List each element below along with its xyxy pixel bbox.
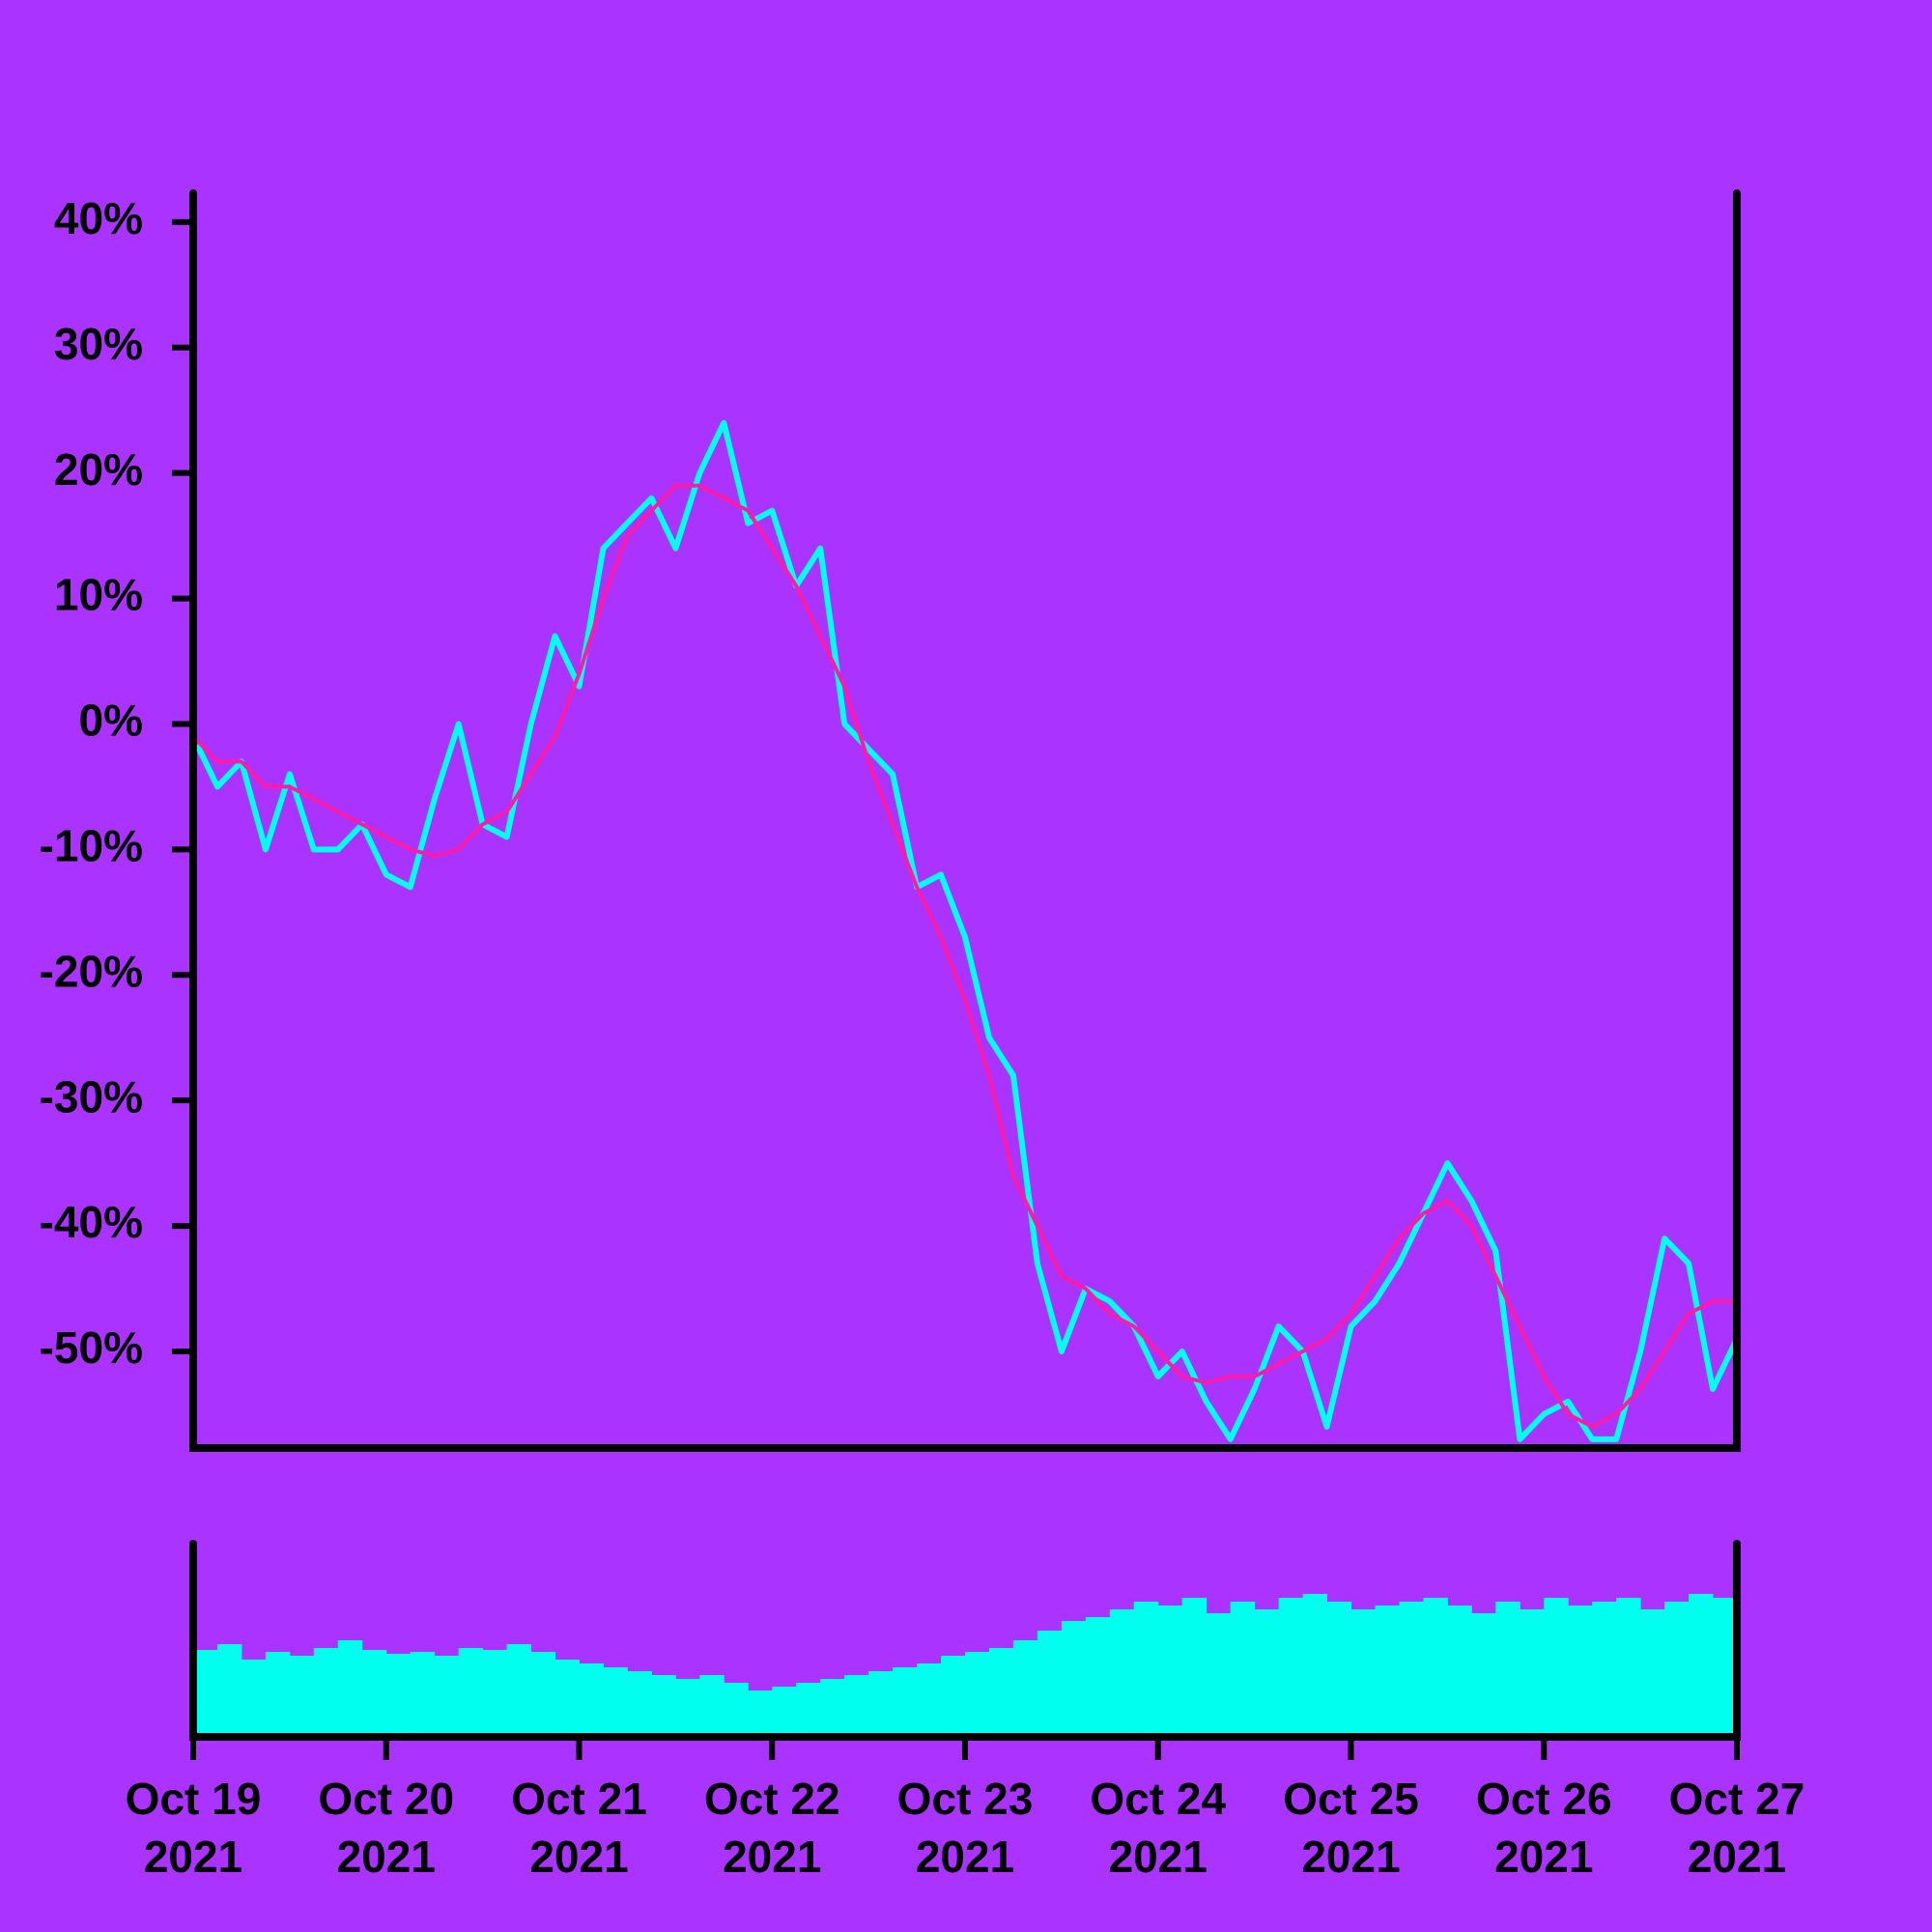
volume-bar — [361, 1650, 387, 1737]
volume-bar — [554, 1660, 580, 1737]
volume-bar — [1544, 1598, 1569, 1737]
volume-bar — [1423, 1598, 1448, 1737]
volume-bar — [1689, 1594, 1714, 1737]
volume-bar — [241, 1660, 267, 1737]
x-tick-label: Oct 26 2021 — [1476, 1774, 1612, 1882]
x-tick-label: Oct 25 2021 — [1283, 1774, 1419, 1882]
volume-bar — [216, 1644, 242, 1737]
axis-frame — [189, 189, 1741, 1452]
volume-bar — [651, 1675, 676, 1737]
volume-bar — [941, 1656, 966, 1737]
x-tick-label: Oct 24 2021 — [1090, 1774, 1226, 1882]
volume-bar — [458, 1648, 484, 1737]
volume-bar — [1037, 1631, 1063, 1737]
volume-bar — [1181, 1598, 1208, 1737]
volume-bar — [627, 1671, 652, 1737]
y-tick-label: 30% — [54, 319, 143, 369]
y-tick-label: -40% — [40, 1197, 143, 1247]
volume-bar — [844, 1675, 869, 1737]
volume-bar — [675, 1679, 700, 1737]
volume-bar — [1520, 1609, 1545, 1737]
volume-bar — [1133, 1602, 1159, 1737]
x-tick-label: Oct 21 2021 — [511, 1774, 647, 1882]
volume-bar — [1399, 1602, 1424, 1737]
volume-bar — [289, 1656, 315, 1737]
volume-bar — [868, 1671, 894, 1737]
volume-bar — [988, 1648, 1014, 1737]
volume-bar — [1278, 1598, 1304, 1737]
x-tick-label: Oct 20 2021 — [318, 1774, 454, 1882]
volume-bar — [1616, 1598, 1641, 1737]
volume-bar — [1061, 1621, 1087, 1737]
volume-bar — [313, 1648, 339, 1737]
y-tick-label: -20% — [40, 946, 143, 996]
volume-bar — [410, 1652, 436, 1737]
volume-bar — [772, 1687, 797, 1737]
volume-bar — [965, 1652, 990, 1737]
volume-bar — [724, 1683, 749, 1737]
series-line — [193, 483, 1737, 1429]
volume-bar — [748, 1690, 773, 1737]
volume-bar — [482, 1650, 508, 1737]
volume-bar — [699, 1675, 724, 1737]
volume-bar — [1206, 1613, 1232, 1737]
volume-bar — [1326, 1602, 1351, 1737]
volume-bar — [193, 1650, 218, 1737]
volume-bar — [1375, 1605, 1400, 1737]
volume-bar — [530, 1652, 556, 1737]
volume-bar — [434, 1656, 460, 1737]
volume-bar — [1664, 1602, 1690, 1737]
volume-bar — [1471, 1613, 1496, 1737]
volume-bar — [796, 1683, 821, 1737]
x-tick-label: Oct 22 2021 — [704, 1774, 840, 1882]
volume-bar — [1109, 1609, 1135, 1737]
volume-bar — [1157, 1605, 1183, 1737]
volume-bar — [1495, 1602, 1520, 1737]
x-tick-label: Oct 27 2021 — [1669, 1774, 1805, 1882]
x-tick-label: Oct 23 2021 — [897, 1774, 1034, 1882]
y-tick-label: 20% — [54, 444, 143, 495]
y-tick-label: -50% — [40, 1322, 143, 1373]
volume-bar — [1640, 1609, 1665, 1737]
y-tick-label: -30% — [40, 1071, 143, 1122]
x-tick-label: Oct 19 2021 — [126, 1774, 262, 1882]
axis-frame — [189, 1540, 1741, 1741]
series-line — [193, 419, 1737, 1442]
volume-bar — [1568, 1605, 1593, 1737]
volume-bar — [820, 1679, 845, 1737]
volume-bar — [1230, 1602, 1256, 1737]
volume-bar — [1254, 1609, 1280, 1737]
volume-bar — [1012, 1640, 1038, 1737]
volume-bar — [1302, 1594, 1328, 1737]
volume-bar — [1592, 1602, 1617, 1737]
y-tick-label: 0% — [79, 696, 143, 746]
y-tick-label: -10% — [40, 821, 143, 871]
volume-bar — [506, 1644, 532, 1737]
volume-bar — [1350, 1609, 1376, 1737]
volume-bar — [385, 1654, 412, 1737]
volume-bar — [917, 1663, 942, 1737]
volume-bar — [265, 1652, 291, 1737]
y-tick-label: 10% — [54, 570, 143, 620]
volume-bar — [337, 1640, 363, 1737]
volume-bar — [603, 1667, 628, 1737]
y-tick-label: 40% — [54, 193, 143, 243]
volume-bar — [1447, 1605, 1472, 1737]
volume-bar — [579, 1663, 604, 1737]
volume-bar — [1085, 1617, 1111, 1737]
volume-bar — [893, 1667, 918, 1737]
